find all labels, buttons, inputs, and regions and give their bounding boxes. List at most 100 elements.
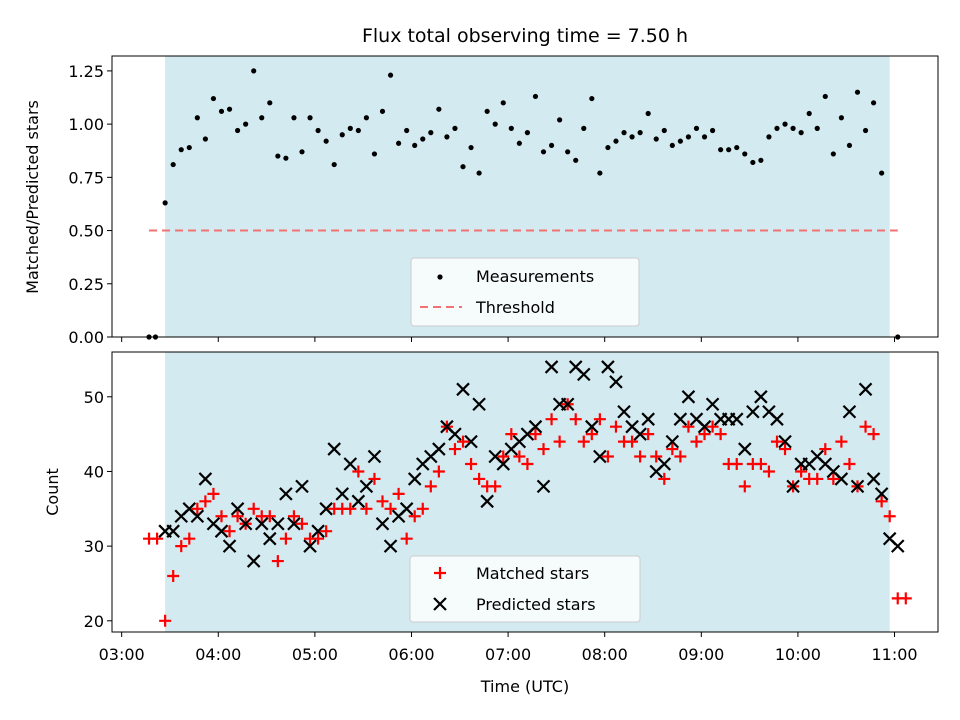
top-legend: Measurements Threshold xyxy=(410,257,640,327)
predicted-star-point xyxy=(665,434,680,449)
measurement-point xyxy=(726,147,732,153)
predicted-star-point xyxy=(866,472,881,486)
y-tick-label: 0.75 xyxy=(68,168,104,187)
measurement-point xyxy=(323,138,329,144)
predicted-star-point xyxy=(480,494,494,509)
measurement-point xyxy=(194,115,200,121)
matched-star-point xyxy=(360,502,373,515)
predicted-star-point xyxy=(697,419,712,434)
predicted-star-point xyxy=(544,360,559,374)
matched-star-point xyxy=(215,510,228,523)
measurement-point xyxy=(259,115,265,121)
measurement-point xyxy=(251,68,257,74)
matched-star-point xyxy=(344,502,357,515)
measurement-point xyxy=(492,121,498,127)
measurement-point xyxy=(557,117,563,123)
matched-star-point xyxy=(151,532,164,545)
measurement-point xyxy=(774,125,780,131)
matched-star-point xyxy=(352,465,365,478)
measurement-point xyxy=(315,127,321,134)
measurement-point xyxy=(637,130,643,136)
matched-star-point xyxy=(867,428,880,441)
x-tick-label: 07:00 xyxy=(485,645,531,664)
predicted-star-point xyxy=(842,404,857,419)
measurement-point xyxy=(653,136,659,142)
measurement-point xyxy=(307,115,313,121)
predicted-star-point xyxy=(673,412,688,426)
measurement-point xyxy=(846,142,853,149)
measurement-point xyxy=(299,149,305,155)
matched-star-point xyxy=(392,487,405,500)
y-tick-label: 30 xyxy=(84,537,104,556)
matched-star-point xyxy=(706,420,719,433)
matched-star-point xyxy=(513,450,526,463)
predicted-star-point xyxy=(448,427,462,441)
top-legend-box xyxy=(410,257,640,327)
matched-star-point xyxy=(626,435,639,448)
matched-star-point xyxy=(505,428,518,441)
predicted-star-point xyxy=(770,412,784,426)
predicted-star-point xyxy=(319,502,333,516)
measurement-point xyxy=(822,93,828,100)
matched-star-point xyxy=(835,435,848,448)
predicted-star-point xyxy=(246,554,261,568)
measurement-point xyxy=(508,125,514,131)
measurement-point xyxy=(202,136,208,142)
matched-star-point xyxy=(666,443,679,456)
top-x-ticks xyxy=(121,337,896,342)
top-y-ticks: 0.00 0.25 0.50 0.75 1.00 1.25 xyxy=(68,62,112,347)
predicted-star-point xyxy=(729,412,744,426)
measurement-point xyxy=(468,144,474,151)
matched-star-point xyxy=(223,525,236,538)
predicted-star-point xyxy=(351,494,366,509)
matched-star-point xyxy=(593,413,606,426)
measurement-point xyxy=(347,125,353,131)
y-tick-label: 0.00 xyxy=(68,328,104,347)
measurement-point xyxy=(162,200,168,206)
matched-star-point xyxy=(287,510,300,523)
matched-star-point xyxy=(843,458,856,470)
measurement-point xyxy=(210,95,217,102)
top-panel: 0.00 0.25 0.50 0.75 1.00 1.25 Matched/Predict… xyxy=(23,55,939,347)
measurement-point xyxy=(404,127,410,134)
matched-star-point xyxy=(263,510,276,523)
predicted-star-point xyxy=(263,531,277,546)
predicted-star-point xyxy=(383,539,398,553)
x-axis-label: Time (UTC) xyxy=(480,677,569,696)
matched-star-point xyxy=(650,450,663,463)
bottom-axes-frame xyxy=(111,351,939,633)
measurement-point xyxy=(275,153,281,159)
matched-star-point xyxy=(682,420,695,433)
predicted-star-point xyxy=(657,457,672,471)
measurement-point xyxy=(709,127,716,134)
x-tick-label: 03:00 xyxy=(99,645,145,664)
predicted-star-point xyxy=(279,487,293,501)
bottom-legend: Matched stars Predicted stars xyxy=(409,555,641,623)
predicted-star-point xyxy=(287,516,301,531)
predicted-star-point xyxy=(472,397,486,412)
measurement-point xyxy=(661,127,667,134)
matched-star-point xyxy=(875,495,888,508)
matched-star-point xyxy=(601,450,614,463)
measurement-point xyxy=(798,130,804,136)
measurement-point xyxy=(565,149,571,155)
measurement-point xyxy=(838,115,844,121)
matched-star-point xyxy=(714,428,727,441)
measurement-point xyxy=(548,142,555,149)
matched-star-point xyxy=(811,472,824,485)
matched-star-point xyxy=(368,472,381,485)
x-tick-label: 11:00 xyxy=(871,645,917,664)
matched-star-point xyxy=(545,413,558,426)
measurement-point xyxy=(701,134,708,140)
matched-star-point xyxy=(690,435,703,448)
matched-star-point xyxy=(521,458,534,470)
matched-star-point xyxy=(754,458,767,470)
measurement-point xyxy=(420,136,426,142)
measurement-point xyxy=(355,127,361,134)
predicted-star-point xyxy=(617,404,631,419)
predicted-star-point xyxy=(528,419,543,434)
predicted-star-point xyxy=(778,434,792,449)
predicted-star-point xyxy=(343,457,358,471)
predicted-star-point xyxy=(238,516,253,531)
